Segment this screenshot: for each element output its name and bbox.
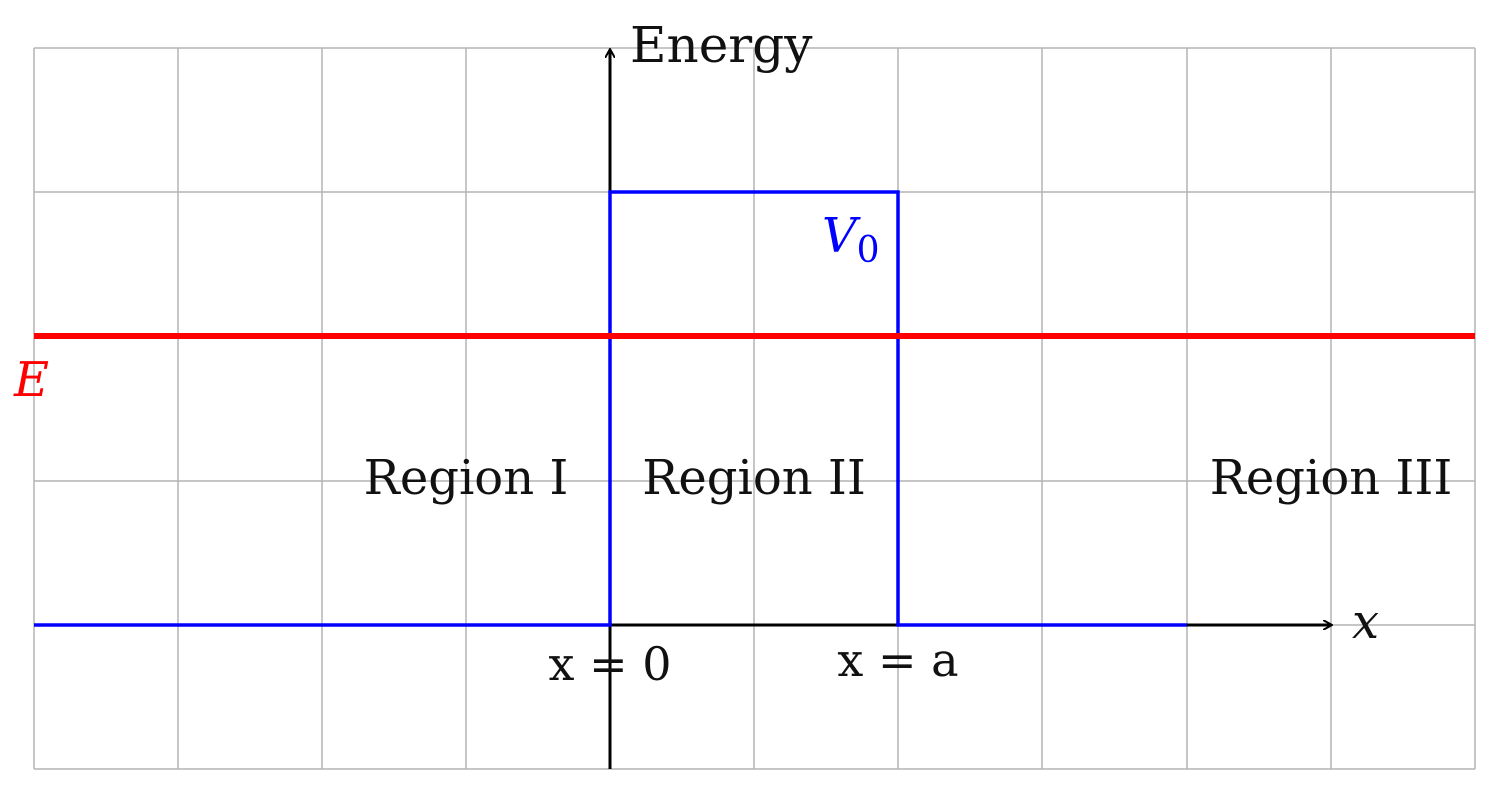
energy-axis-label: Energy: [630, 16, 813, 74]
position-label-a: x = a: [837, 633, 958, 687]
potential-curve: [34, 190, 1187, 627]
position-label-origin: x = 0: [549, 637, 672, 691]
region-label-3: Region III: [1210, 450, 1453, 506]
region-label-1: Region I: [364, 450, 569, 506]
barrier-label-subscript: 0: [857, 230, 880, 271]
x-axis-label: x: [1352, 594, 1379, 650]
grid: [33, 47, 1476, 770]
barrier-label-base: V: [822, 208, 861, 264]
energy-label: E: [13, 352, 49, 408]
region-label-2: Region II: [642, 450, 866, 506]
barrier-height-label: V0: [822, 208, 880, 271]
